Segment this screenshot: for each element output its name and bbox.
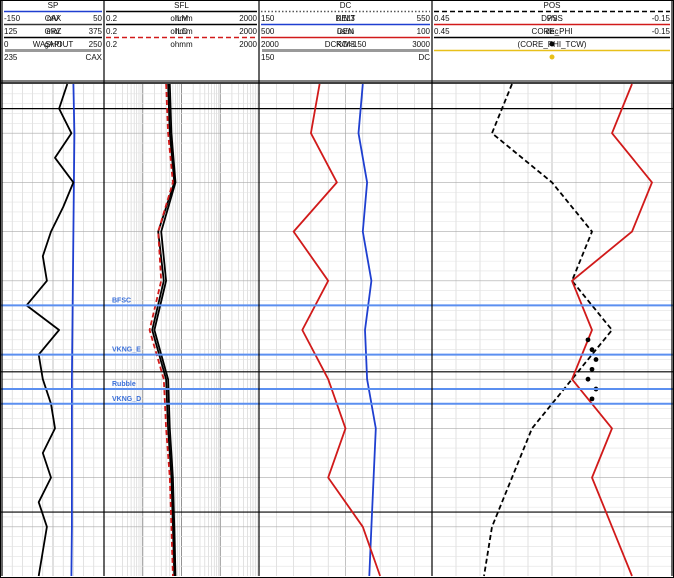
point-core-phi-1: [589, 347, 595, 353]
header-1-2-unit: ohmm: [170, 40, 193, 49]
marker-label-3: VKNG_D: [112, 396, 141, 403]
header-2-3-name: DCRO>150: [325, 40, 367, 49]
series-ild: [148, 83, 174, 577]
point-core-phi-2: [593, 357, 599, 362]
header-0-0-min: -150: [4, 14, 21, 23]
header-dot-3-3: [549, 54, 555, 60]
header-1-1-max: 2000: [239, 27, 257, 36]
header-2-3-max: DC: [418, 53, 430, 62]
header-1-1-unit: ohmm: [170, 27, 193, 36]
header-3-0-unit: v/v: [547, 14, 557, 23]
header-1-2-min: 0.2: [106, 40, 118, 49]
fill-swatch-2: [262, 49, 429, 52]
header-0-2-min: 0: [4, 40, 9, 49]
header-0-2-name: GRZ: [45, 27, 62, 36]
header-2-1-max: 100: [417, 27, 431, 36]
series-den: [292, 83, 381, 577]
header-3-0-name: POS: [544, 1, 561, 10]
header-2-1-min: 500: [261, 27, 275, 36]
header-1-1-name: ILM: [175, 14, 189, 23]
series-delt: [357, 83, 377, 577]
point-core-phi-0: [585, 337, 591, 343]
header-2-0-name: DC: [340, 1, 352, 10]
header-3-1-min: 0.45: [434, 27, 450, 36]
header-1-2-name: ILD: [175, 27, 188, 36]
series-ilm: [151, 83, 176, 577]
header-0-2-unit: gAPI: [44, 40, 61, 49]
header-0-1-unit: mm: [46, 27, 60, 36]
marker-label-2: Rubble: [112, 381, 136, 388]
header-3-0-max: -0.15: [652, 14, 671, 23]
series-pos: [483, 83, 613, 577]
header-2-2-max: 3000: [412, 40, 430, 49]
header-2-3-min: 150: [261, 53, 275, 62]
header-2-2-min: 2000: [261, 40, 279, 49]
marker-label-0: BFSC: [112, 297, 131, 304]
header-dot-3-2: [549, 41, 555, 47]
header-0-3-max: CAX: [86, 53, 103, 62]
header-1-0-max: 2000: [239, 14, 257, 23]
header-3-1-unit: dec: [546, 27, 559, 36]
header-1-1-min: 0.2: [106, 27, 118, 36]
point-core-phi-4: [585, 376, 591, 382]
series-grz: [25, 83, 75, 577]
series-sfl: [153, 83, 177, 577]
header-0-3-min: 235: [4, 53, 18, 62]
point-core-phi-3: [589, 366, 595, 372]
header-0-0-max: 50: [93, 14, 102, 23]
header-1-0-min: 0.2: [106, 14, 118, 23]
header-0-0-unit: mV: [47, 14, 60, 23]
header-1-0-unit: ohmm: [170, 14, 193, 23]
series-sp: [70, 83, 76, 577]
header-2-0-min: 150: [261, 14, 275, 23]
header-1-0-name: SFL: [174, 1, 189, 10]
header-2-0-max: 550: [417, 14, 431, 23]
header-2-1-name: DELT: [336, 14, 356, 23]
fill-swatch-0: [5, 49, 101, 52]
header-3-0-min: 0.45: [434, 14, 450, 23]
header-2-1-unit: us/m: [337, 27, 355, 36]
header-0-1-min: 125: [4, 27, 18, 36]
header-0-1-max: 375: [89, 27, 103, 36]
marker-label-1: VKNG_E: [112, 347, 141, 354]
header-2-0-unit: K/M3: [336, 14, 355, 23]
header-3-2-name: CORE_PHI: [532, 27, 573, 36]
header-0-3-name: WASHOUT: [33, 40, 74, 49]
header-3-3-name: (CORE_PHI_TCW): [518, 40, 587, 49]
header-2-2-unit: K/M3: [336, 40, 355, 49]
header-3-1-max: -0.15: [652, 27, 671, 36]
header-2-2-name: DEN: [337, 27, 354, 36]
point-core-phi-6: [589, 396, 595, 402]
header-0-0-name: SP: [48, 1, 59, 10]
header-0-2-max: 250: [89, 40, 103, 49]
header-3-1-name: DPSS: [541, 14, 563, 23]
header-0-1-name: CAX: [45, 14, 62, 23]
series-dpss: [571, 83, 653, 577]
header-1-2-max: 2000: [239, 40, 257, 49]
